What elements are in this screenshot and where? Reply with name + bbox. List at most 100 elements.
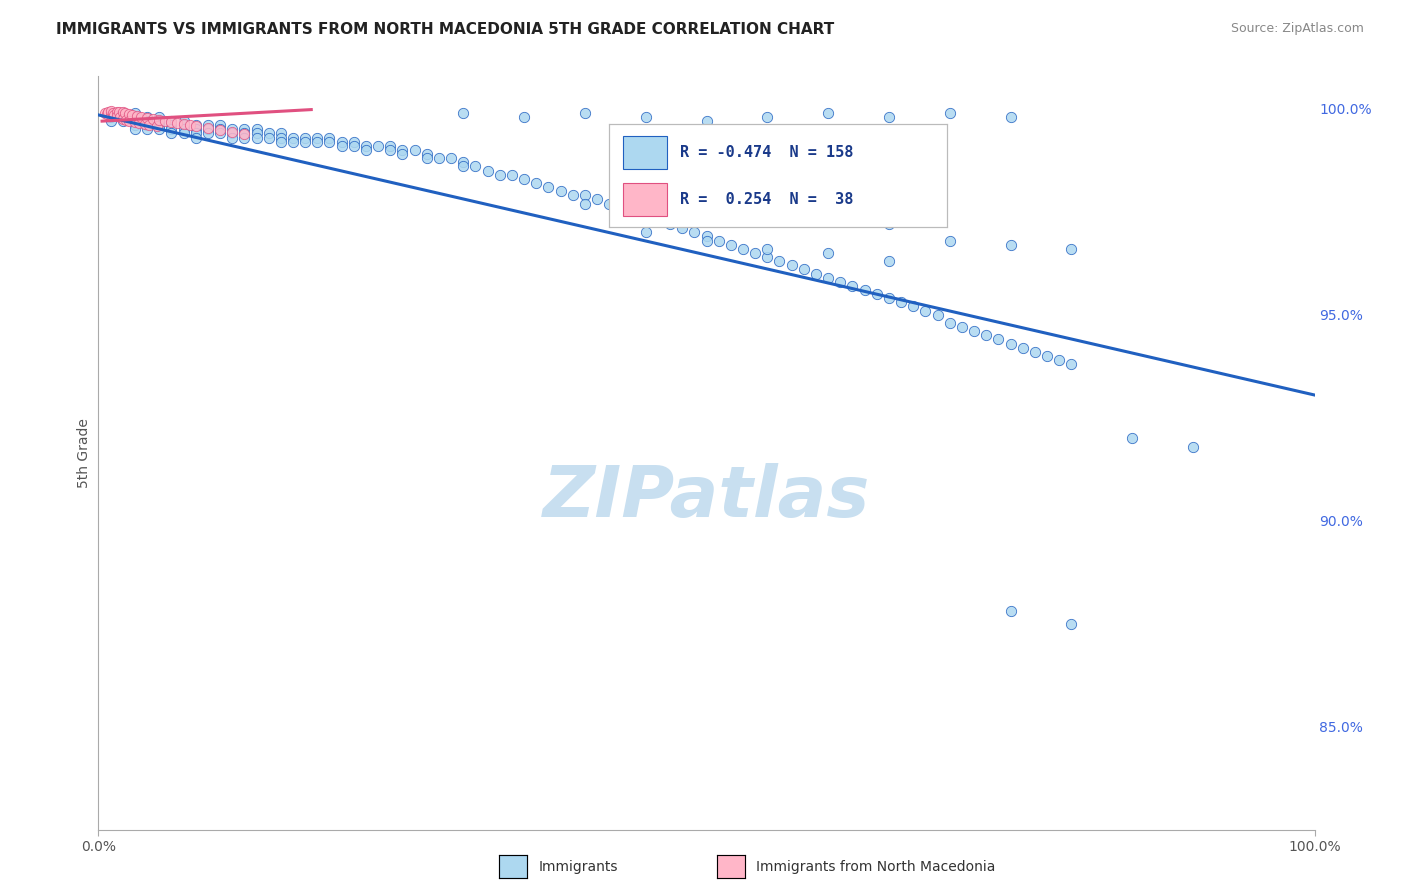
Point: [105, 109, 128, 123]
Point: [221, 125, 243, 139]
Point: [853, 283, 876, 297]
Point: [124, 122, 146, 136]
Point: [221, 130, 243, 145]
Point: [233, 130, 256, 145]
Point: [173, 114, 195, 128]
Point: [209, 122, 232, 136]
Point: [877, 217, 900, 231]
Point: [1060, 616, 1083, 631]
Point: [124, 118, 146, 132]
Point: [111, 106, 134, 120]
Point: [184, 122, 207, 136]
Point: [330, 135, 353, 149]
Point: [184, 130, 207, 145]
Point: [561, 188, 583, 202]
Point: [634, 110, 657, 124]
Point: [307, 130, 329, 145]
Point: [877, 291, 900, 305]
Point: [257, 127, 280, 141]
Point: [111, 114, 134, 128]
Point: [756, 250, 779, 264]
Point: [1060, 357, 1083, 371]
Point: [623, 204, 645, 219]
Point: [136, 110, 159, 124]
Point: [197, 122, 219, 136]
Point: [354, 138, 377, 153]
Point: [391, 143, 413, 157]
Point: [574, 188, 596, 202]
Point: [343, 138, 366, 153]
Point: [160, 122, 183, 136]
Y-axis label: 5th Grade: 5th Grade: [77, 417, 91, 488]
Point: [121, 107, 143, 121]
Point: [148, 114, 170, 128]
Point: [453, 155, 475, 169]
Point: [731, 242, 754, 256]
Point: [160, 114, 183, 128]
Point: [118, 106, 141, 120]
Point: [696, 201, 718, 215]
Point: [804, 267, 827, 281]
Point: [173, 122, 195, 136]
Point: [136, 114, 159, 128]
Point: [453, 160, 475, 174]
Point: [270, 127, 292, 141]
Point: [100, 106, 122, 120]
Point: [124, 106, 146, 120]
Point: [793, 262, 815, 277]
Point: [768, 254, 790, 268]
Point: [124, 110, 146, 124]
Point: [179, 118, 201, 132]
Point: [136, 122, 159, 136]
Point: [1047, 353, 1070, 368]
Point: [93, 106, 115, 120]
Point: [96, 106, 118, 120]
Point: [817, 246, 839, 260]
Point: [173, 117, 195, 131]
Point: [197, 127, 219, 141]
Point: [124, 115, 146, 129]
Point: [136, 111, 159, 125]
Point: [173, 118, 195, 132]
Point: [257, 130, 280, 145]
Point: [634, 209, 657, 223]
Point: [453, 106, 475, 120]
Text: IMMIGRANTS VS IMMIGRANTS FROM NORTH MACEDONIA 5TH GRADE CORRELATION CHART: IMMIGRANTS VS IMMIGRANTS FROM NORTH MACE…: [56, 22, 835, 37]
Point: [294, 130, 316, 145]
Point: [756, 110, 779, 124]
Point: [1000, 336, 1022, 351]
Point: [537, 180, 560, 194]
Point: [1121, 431, 1143, 445]
Text: R =  0.254  N =  38: R = 0.254 N = 38: [681, 193, 853, 208]
Point: [184, 119, 207, 133]
Point: [524, 176, 547, 190]
Point: [233, 122, 256, 136]
Point: [550, 184, 572, 198]
Point: [963, 324, 986, 338]
Point: [233, 128, 256, 142]
Point: [114, 106, 136, 120]
Point: [197, 118, 219, 132]
Point: [707, 234, 730, 248]
Point: [155, 114, 177, 128]
Point: [830, 275, 852, 289]
Point: [950, 320, 973, 334]
Point: [184, 127, 207, 141]
Point: [128, 116, 150, 130]
Point: [115, 112, 138, 127]
Point: [1000, 110, 1022, 124]
Point: [671, 221, 693, 235]
Point: [464, 160, 486, 174]
Point: [610, 201, 633, 215]
Point: [111, 110, 134, 124]
Point: [100, 114, 122, 128]
Point: [245, 130, 267, 145]
Point: [148, 110, 170, 124]
Point: [111, 104, 134, 119]
Point: [307, 135, 329, 149]
Point: [586, 193, 609, 207]
Point: [380, 138, 402, 153]
Point: [1182, 440, 1205, 454]
Point: [105, 105, 128, 120]
Point: [974, 328, 997, 343]
